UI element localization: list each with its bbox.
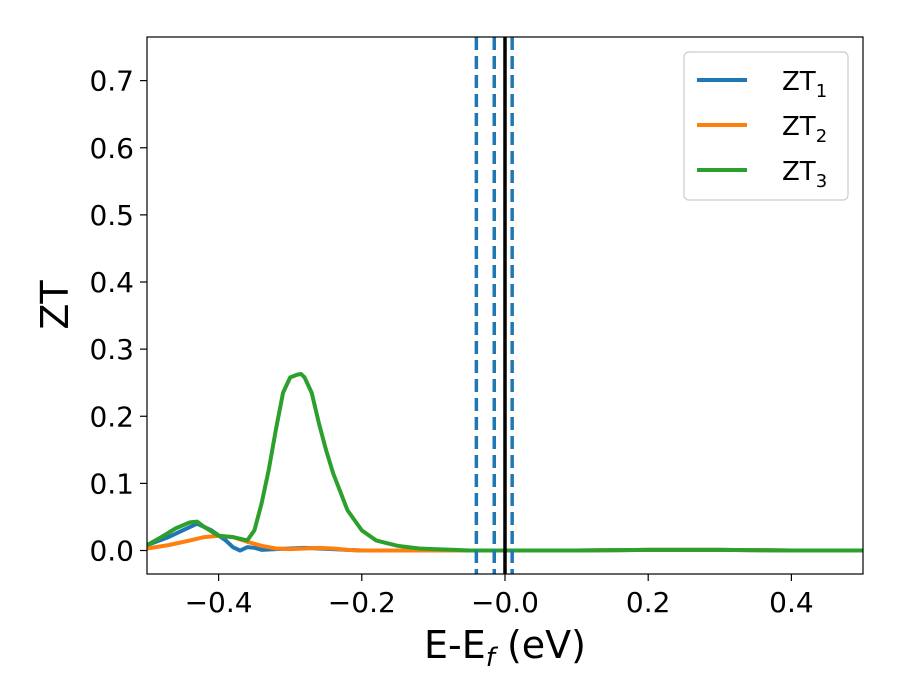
y-axis: 0.0 0.1 0.2 0.3 0.4 0.5 0.6 0.7 <box>89 65 147 568</box>
legend-label-zt2: ZT2 <box>782 112 827 147</box>
x-tick-label: −0.4 <box>185 586 253 619</box>
legend-label-zt3: ZT3 <box>782 157 827 192</box>
y-tick-label: 0.0 <box>89 535 134 568</box>
y-tick-label: 0.5 <box>89 199 134 232</box>
x-axis: −0.4 −0.2 −0.0 0.2 0.4 <box>185 574 814 619</box>
x-tick-label: −0.0 <box>471 586 539 619</box>
x-tick-label: 0.4 <box>769 586 814 619</box>
x-axis-title-main: E-E <box>424 623 486 667</box>
y-tick-label: 0.6 <box>89 132 134 165</box>
y-axis-title: ZT <box>33 280 77 330</box>
legend: ZT1 ZT2 ZT3 <box>683 51 849 201</box>
reference-lines <box>474 37 514 574</box>
y-tick-label: 0.7 <box>89 65 134 98</box>
x-tick-label: −0.2 <box>328 586 396 619</box>
y-tick-label: 0.1 <box>89 467 134 500</box>
x-tick-label: 0.2 <box>626 586 671 619</box>
y-tick-label: 0.2 <box>89 400 134 433</box>
y-tick-label: 0.3 <box>89 333 134 366</box>
y-tick-label: 0.4 <box>89 266 134 299</box>
x-axis-title-suffix: (eV) <box>495 623 586 667</box>
legend-label-zt1: ZT1 <box>782 67 827 102</box>
x-axis-title: E-Ef (eV) <box>424 623 586 673</box>
legend-box <box>683 51 849 201</box>
